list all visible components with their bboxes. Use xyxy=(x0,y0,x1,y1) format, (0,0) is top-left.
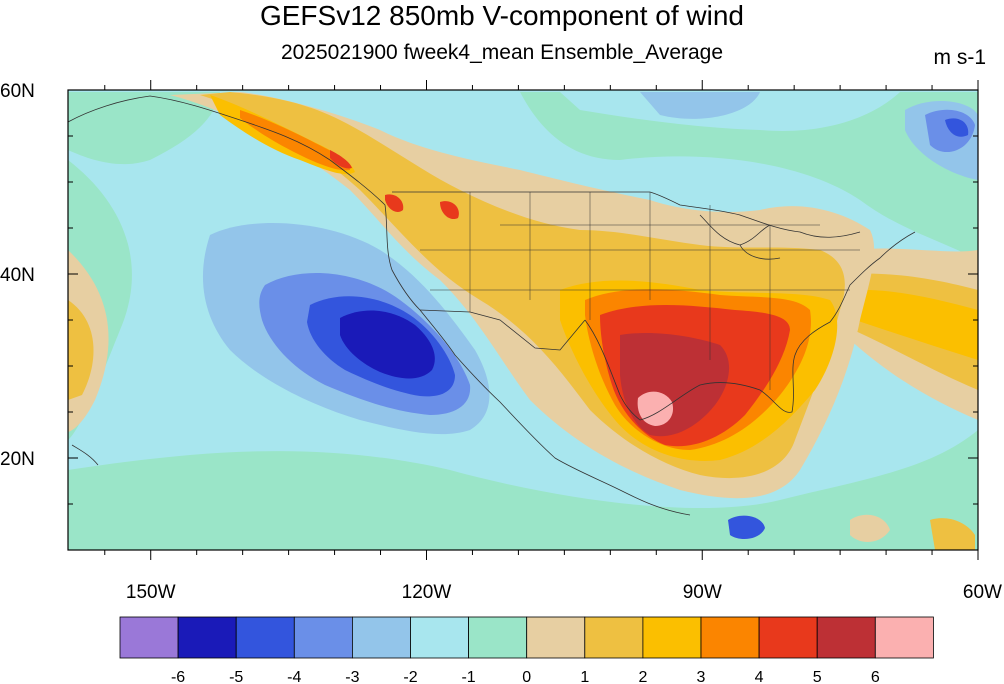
colorbar-label: 5 xyxy=(813,669,822,684)
field-west-gold xyxy=(68,300,94,400)
field-gulf-max xyxy=(637,391,674,426)
map-title: GEFSv12 850mb V-component of wind xyxy=(259,0,745,31)
field-alaska-green xyxy=(68,92,220,165)
longitude-labels: 150W 120W 90W 60W xyxy=(126,582,1002,603)
colorbar-label: 6 xyxy=(871,669,880,684)
field-se-gold xyxy=(930,518,975,550)
field-southeast-tan xyxy=(850,514,890,542)
colorbar-swatch xyxy=(584,616,644,659)
latitude-labels: 60N 40N 20N xyxy=(0,81,35,470)
colorbar-label: -1 xyxy=(461,669,475,684)
lon-label: 90W xyxy=(683,582,722,603)
colorbar-label: -2 xyxy=(403,669,417,684)
colorbar-swatch xyxy=(293,616,353,659)
colorbar-label: 3 xyxy=(697,669,706,684)
field-hudson-blue xyxy=(640,92,760,119)
colorbar-label: 0 xyxy=(522,669,531,684)
field-bc-red xyxy=(330,150,352,169)
lat-label: 20N xyxy=(0,449,35,470)
colorbar-swatch xyxy=(410,616,469,659)
lat-label: 60N xyxy=(0,81,35,102)
colorbar-swatch xyxy=(758,616,818,659)
colorbar: -6 -5 -4 -3 -2 -1 0 1 2 3 4 5 6 xyxy=(119,616,934,684)
coastline-pacific xyxy=(68,95,691,516)
map-subtitle: 2025021900 fweek4_mean Ensemble_Average xyxy=(280,41,724,64)
coastline-gulf-atlantic xyxy=(584,231,916,421)
lon-label: 120W xyxy=(402,582,452,603)
colorbar-label: 4 xyxy=(755,669,764,684)
colorbar-swatch xyxy=(700,616,760,659)
field-atlantic-orange xyxy=(840,289,978,360)
lon-label: 60W xyxy=(963,582,1002,603)
colorbar-swatch xyxy=(874,616,934,659)
wind-field xyxy=(68,90,978,550)
field-washington-red xyxy=(385,194,404,212)
colorbar-swatch xyxy=(526,616,586,659)
boundary-lines xyxy=(68,95,916,516)
colorbar-label: -6 xyxy=(171,669,185,684)
state-lines xyxy=(420,192,860,390)
colorbar-label: -4 xyxy=(287,669,301,684)
colorbar-label: 1 xyxy=(580,669,589,684)
field-caribbean-blue xyxy=(728,515,765,540)
colorbar-swatch xyxy=(351,616,411,659)
units-label: m s-1 xyxy=(933,46,987,69)
colorbar-label: 2 xyxy=(638,669,647,684)
great-lakes xyxy=(699,214,781,260)
field-canada-green xyxy=(520,92,978,260)
colorbar-swatch xyxy=(816,616,876,659)
border-us-mexico xyxy=(419,309,586,351)
lat-label: 40N xyxy=(0,265,35,286)
colorbar-swatch xyxy=(119,616,179,659)
hawaii xyxy=(71,444,99,466)
lon-label: 150W xyxy=(126,582,176,603)
colorbar-label: -5 xyxy=(229,669,243,684)
colorbar-swatch xyxy=(468,616,528,659)
field-idaho-red xyxy=(440,201,459,220)
field-labrador-core xyxy=(945,118,969,137)
colorbar-swatch xyxy=(642,616,702,659)
field-pacific-core xyxy=(340,310,435,379)
colorbar-swatch xyxy=(177,616,237,659)
colorbar-swatch xyxy=(235,616,295,659)
axis-ticks xyxy=(68,80,979,560)
colorbar-label: -3 xyxy=(345,669,359,684)
border-canada-us xyxy=(392,191,861,238)
